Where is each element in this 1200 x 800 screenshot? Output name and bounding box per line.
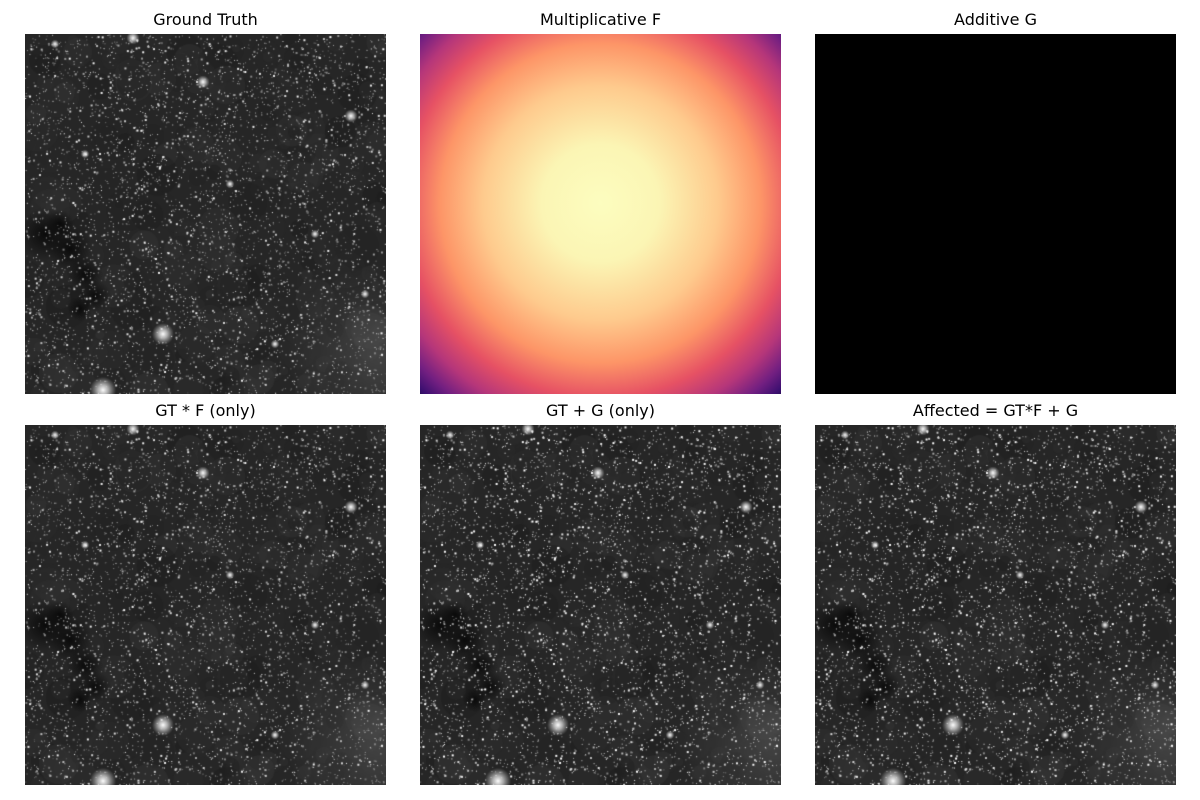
gt-times-f-canvas: [25, 425, 386, 785]
affected-canvas: [815, 425, 1176, 785]
multiplicative-f-image: [420, 34, 781, 394]
panel-title-gt-plus-g: GT + G (only): [546, 401, 655, 420]
gt-times-f-image: [25, 425, 386, 785]
affected-image: [815, 425, 1176, 785]
panel-title-gt-times-f: GT * F (only): [155, 401, 256, 420]
panel-title-ground-truth: Ground Truth: [153, 10, 258, 29]
panel-title-multiplicative-f: Multiplicative F: [539, 10, 662, 29]
ground-truth-image: [25, 34, 386, 394]
gt-plus-g-image: [420, 425, 781, 785]
ground-truth-canvas: [25, 34, 386, 394]
panel-title-additive-g: Additive G: [954, 10, 1037, 29]
gt-plus-g-canvas: [420, 425, 781, 785]
additive-g-image: [815, 34, 1176, 394]
panel-title-affected: Affected = GT*F + G: [912, 401, 1079, 420]
